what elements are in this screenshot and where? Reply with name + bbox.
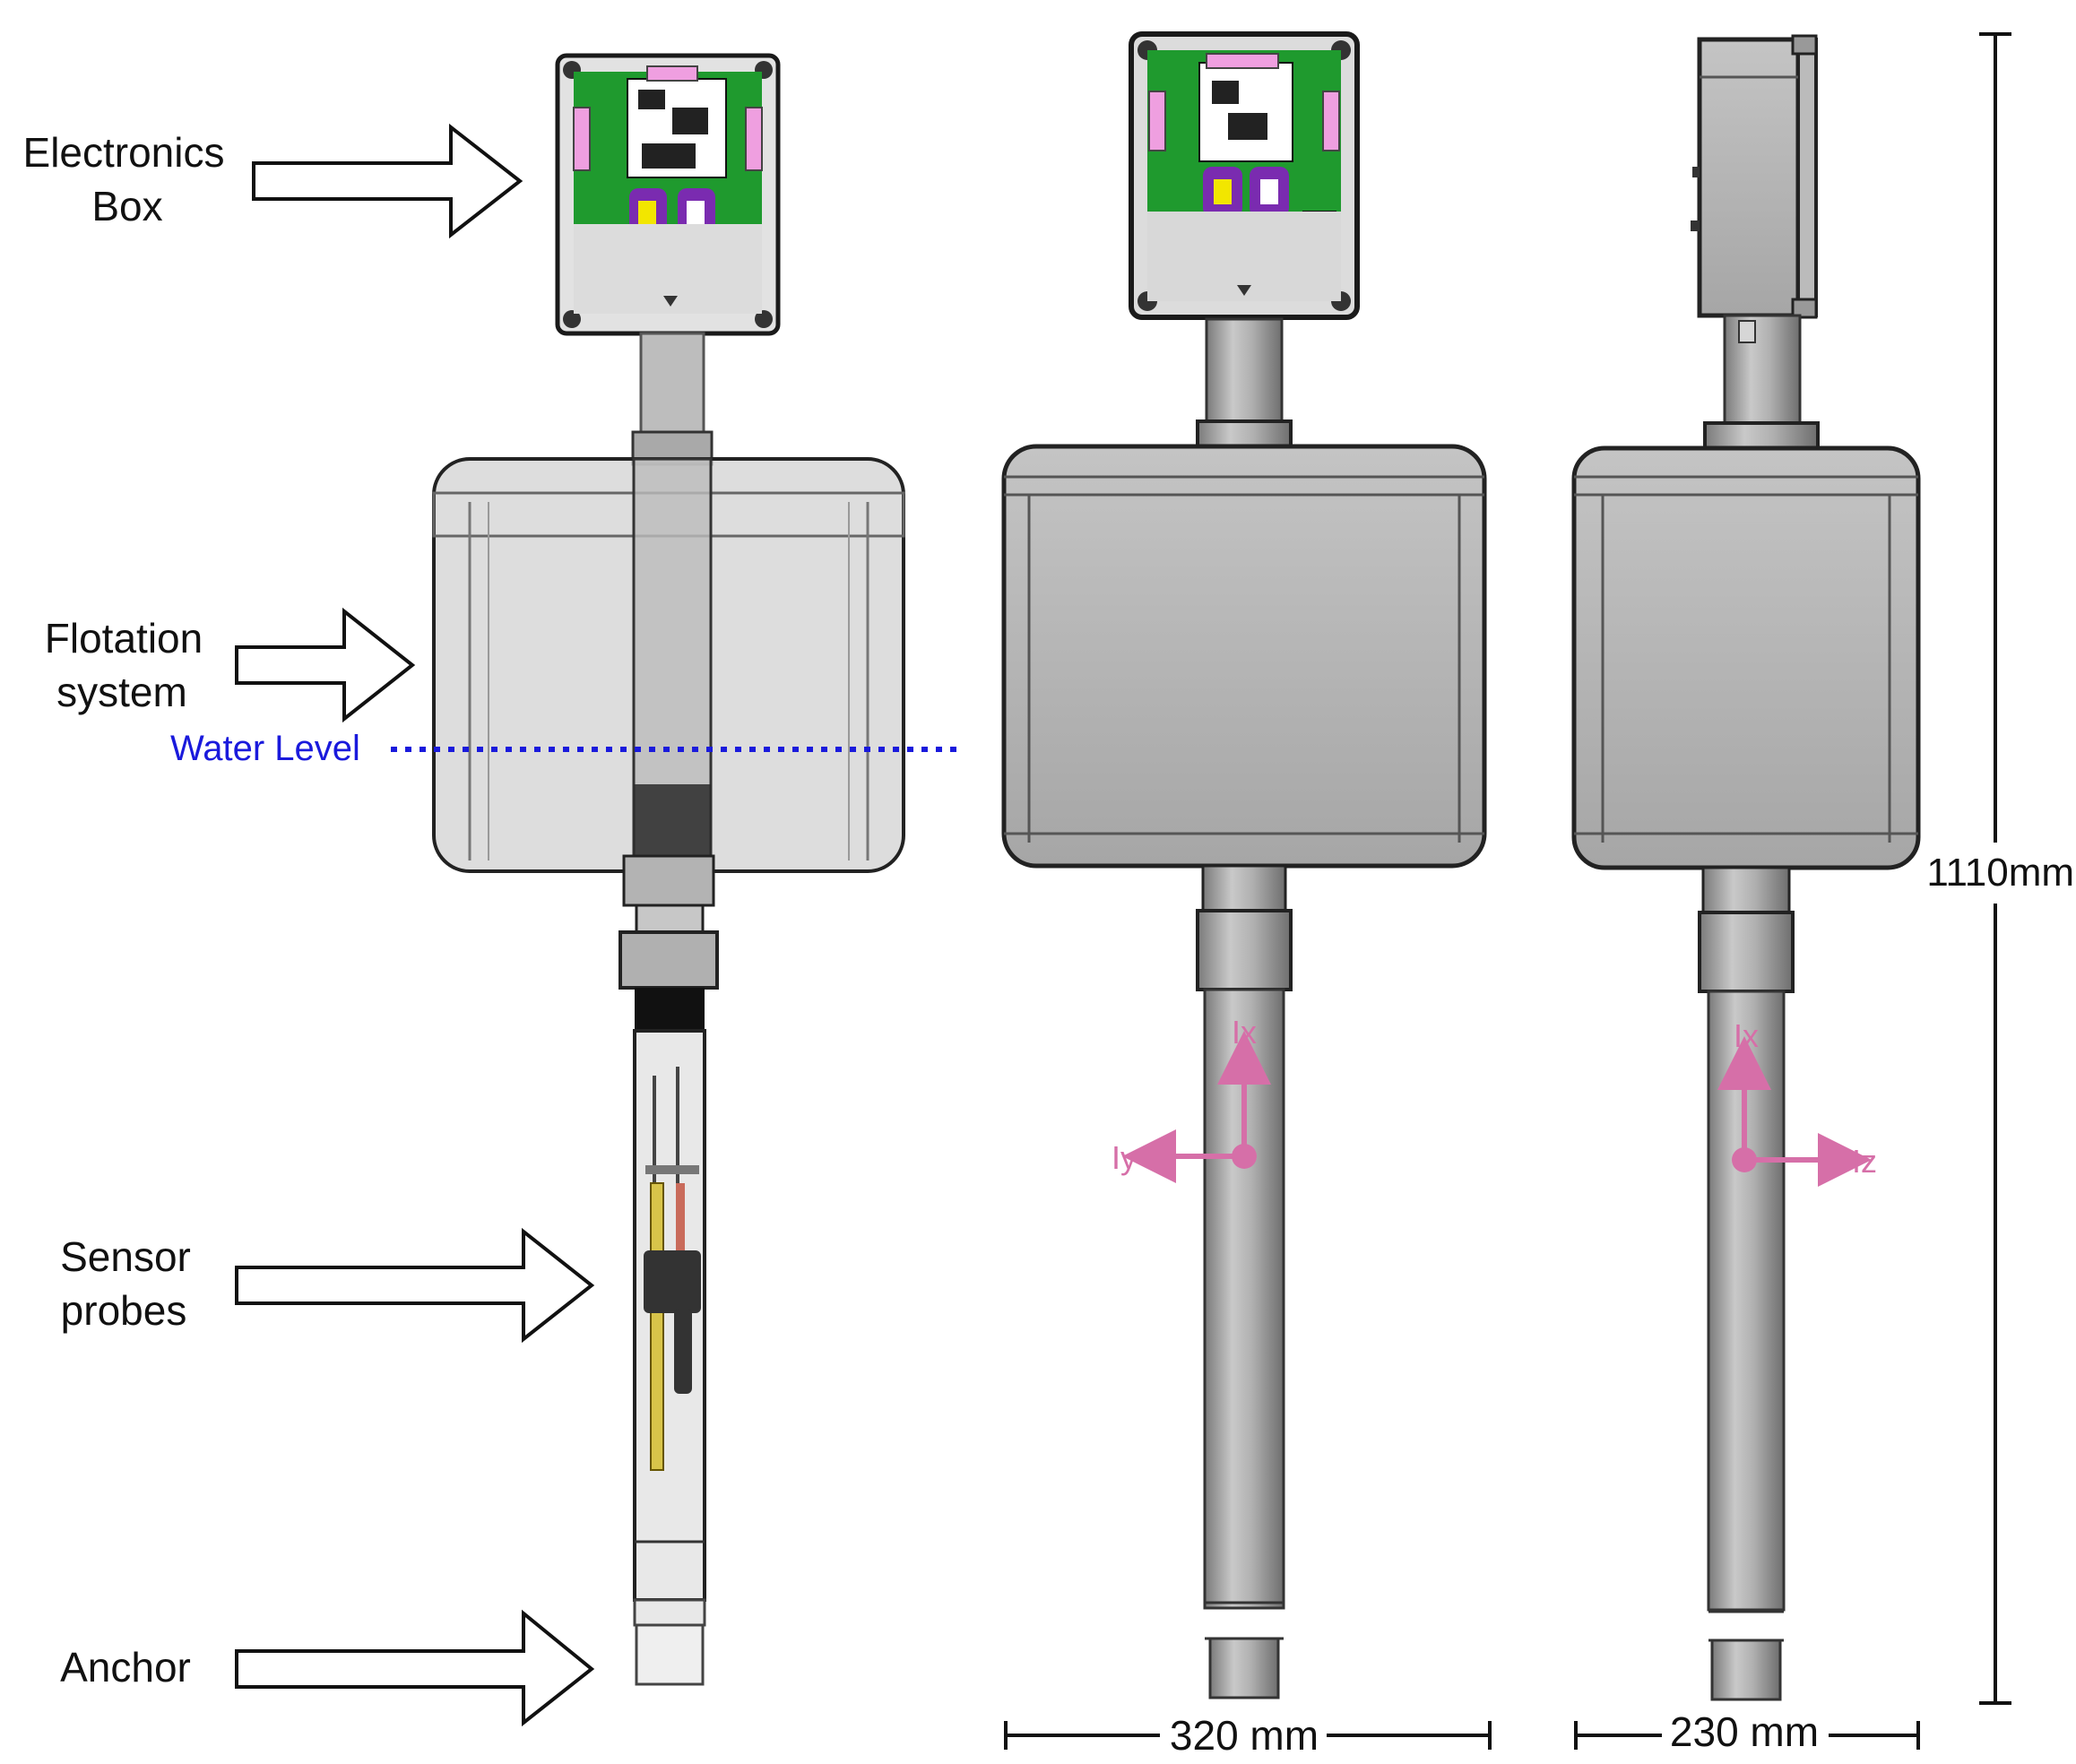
sensor-probes-label-line1: Sensor — [60, 1233, 191, 1280]
flotation-system-arrow-icon — [235, 607, 416, 723]
height-dimension-label: 1110mm — [1926, 851, 2074, 895]
flotation-system-callout: Flotation system — [45, 607, 416, 723]
electronics-box-front — [1129, 31, 1360, 320]
sensor-probes-arrow-icon — [235, 1227, 595, 1344]
side-width-dimension: 230 mm — [1574, 1708, 1920, 1755]
electronics-box-arrow-icon — [252, 123, 523, 239]
anchor-callout: Anchor — [60, 1609, 595, 1727]
front-view: Ix Iy — [1001, 31, 1487, 1699]
flotation-system-label-line1: Flotation — [45, 615, 203, 662]
side-axis-triad: Ix Iz — [1717, 1017, 1877, 1187]
anchor-left — [635, 1623, 705, 1686]
sensor-tube-left — [633, 1029, 706, 1602]
flotation-system-label-line2: system — [56, 669, 187, 715]
front-axis-up-label: Ix — [1232, 1014, 1257, 1051]
front-axis-left-label: Iy — [1112, 1139, 1137, 1176]
front-axis-triad: Ix Iy — [1112, 1014, 1271, 1183]
side-view: Ix Iz — [1571, 34, 1921, 1701]
side-axis-up-label: Ix — [1734, 1017, 1759, 1054]
electronics-box-left — [555, 53, 781, 336]
anchor-label: Anchor — [60, 1644, 191, 1690]
sensor-probes-callout: Sensor probes — [60, 1227, 595, 1344]
side-width-label: 230 mm — [1670, 1708, 1819, 1755]
flotation-float-front — [1001, 444, 1487, 869]
side-axis-right-label: Iz — [1852, 1143, 1877, 1180]
left-view — [432, 53, 905, 1686]
front-width-label: 320 mm — [1170, 1712, 1319, 1759]
sensor-probes-label-line2: probes — [61, 1287, 187, 1334]
electronics-box-label-line2: Box — [91, 183, 162, 229]
anchor-arrow-icon — [235, 1609, 595, 1727]
electronics-box-callout: Electronics Box — [23, 123, 523, 239]
water-level-label: Water Level — [170, 729, 360, 768]
height-dimension: 1110mm — [1926, 32, 2074, 1705]
electronics-box-side — [1691, 34, 1818, 319]
flotation-float-side — [1571, 445, 1921, 870]
front-width-dimension: 320 mm — [1004, 1712, 1492, 1759]
electronics-box-label-line1: Electronics — [23, 129, 225, 176]
